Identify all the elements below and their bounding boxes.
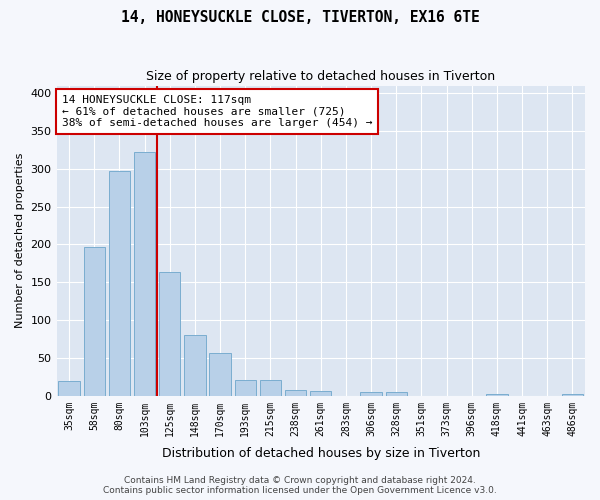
Bar [235,380,256,396]
Title: Size of property relative to detached houses in Tiverton: Size of property relative to detached ho… [146,70,496,83]
Text: Contains HM Land Registry data © Crown copyright and database right 2024.
Contai: Contains HM Land Registry data © Crown c… [103,476,497,495]
X-axis label: Distribution of detached houses by size in Tiverton: Distribution of detached houses by size … [161,447,480,460]
Text: 14 HONEYSUCKLE CLOSE: 117sqm
← 61% of detached houses are smaller (725)
38% of s: 14 HONEYSUCKLE CLOSE: 117sqm ← 61% of de… [62,95,373,128]
Bar [260,380,281,396]
Bar [58,380,80,396]
Bar [83,246,105,396]
Bar [386,392,407,396]
Bar [209,352,231,396]
Bar [361,392,382,396]
Bar [134,152,155,396]
Bar [285,390,307,396]
Bar [184,335,206,396]
Bar [310,391,331,396]
Bar [562,394,583,396]
Bar [486,394,508,396]
Text: 14, HONEYSUCKLE CLOSE, TIVERTON, EX16 6TE: 14, HONEYSUCKLE CLOSE, TIVERTON, EX16 6T… [121,10,479,25]
Bar [159,272,181,396]
Bar [109,171,130,396]
Y-axis label: Number of detached properties: Number of detached properties [15,153,25,328]
